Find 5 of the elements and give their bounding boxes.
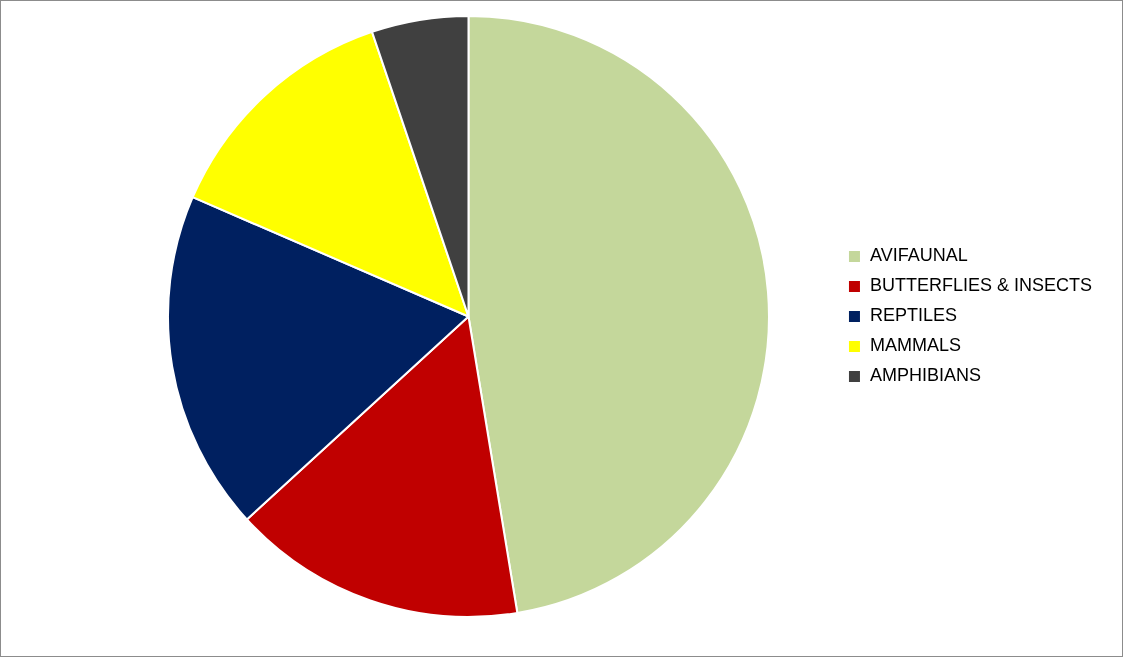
legend-label: AMPHIBIANS: [869, 365, 981, 386]
legend-label: AVIFAUNAL: [869, 245, 968, 266]
legend-label: REPTILES: [869, 305, 957, 326]
legend-label: MAMMALS: [869, 335, 961, 356]
legend-label: BUTTERFLIES & INSECTS: [869, 275, 1093, 296]
